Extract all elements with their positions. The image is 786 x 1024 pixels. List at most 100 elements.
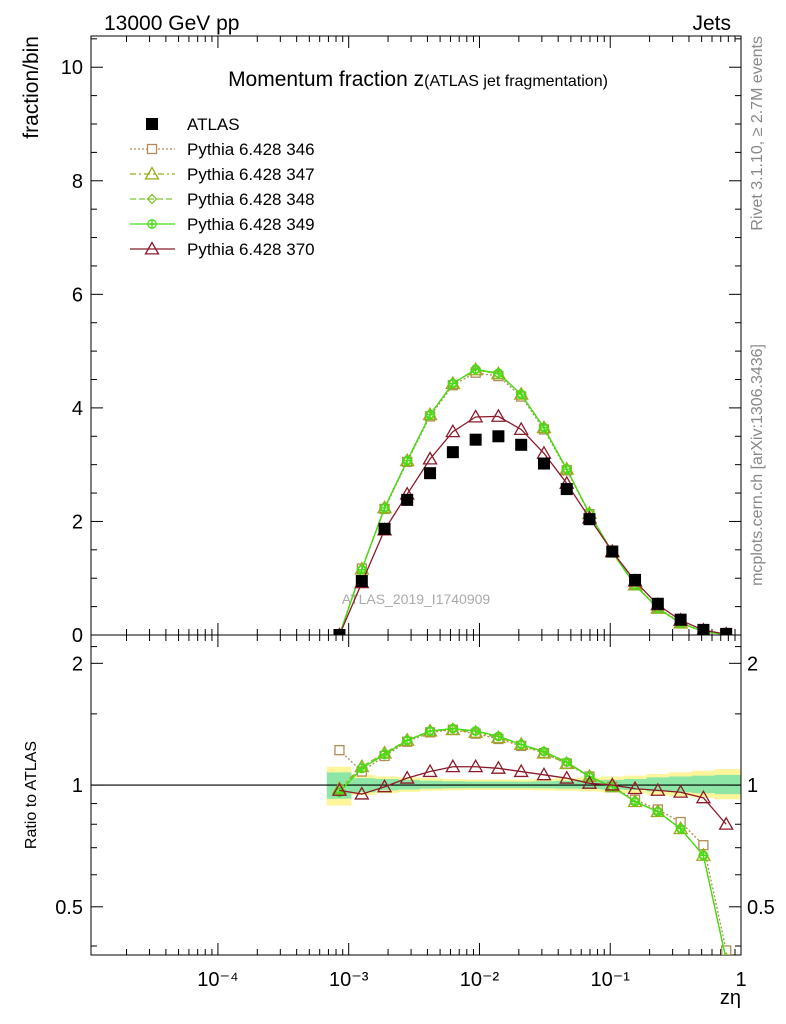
data-point-atlas <box>537 457 550 470</box>
legend-label: Pythia 6.428 346 <box>187 140 315 159</box>
data-point-atlas <box>560 483 573 496</box>
data-point-atlas <box>446 446 459 459</box>
ratio-series-pythia-6-428-348 <box>334 723 727 955</box>
ratio-point-pythia-6-428-370 <box>559 770 575 784</box>
x-tick-label: 1 <box>735 969 746 991</box>
x-tick-label: 10⁻⁴ <box>197 969 238 991</box>
data-point-atlas <box>651 597 664 610</box>
ratio-point-pythia-6-428-370 <box>468 758 484 773</box>
legend-marker <box>146 143 158 155</box>
data-point-pythia-6-428-370 <box>490 408 507 422</box>
y-tick-label-ratio: 1 <box>72 775 83 797</box>
data-point-pythia-6-428-348 <box>470 364 482 376</box>
y-axis-label-ratio: Ratio to ATLAS <box>23 741 40 849</box>
data-point-atlas <box>333 629 346 635</box>
y-tick-label-ratio-right: 0.5 <box>747 897 775 919</box>
y-tick-label-ratio-right: 1 <box>747 775 758 797</box>
title-sub: (ATLAS jet fragmentation) <box>424 73 608 90</box>
data-point-atlas <box>492 430 505 443</box>
data-point-atlas <box>606 545 619 558</box>
legend-marker <box>144 166 160 180</box>
ratio-plot-frame <box>90 634 742 956</box>
ratio-series-pythia-6-428-370 <box>331 758 734 830</box>
x-axis-label: zη <box>720 987 741 1009</box>
ratio-series-pythia-6-428-346 <box>334 724 732 955</box>
header-right: Jets <box>692 12 731 35</box>
x-tick-label: 10⁻¹ <box>590 969 630 991</box>
y-tick-label-ratio: 0.5 <box>55 897 83 919</box>
data-point-atlas <box>674 613 687 626</box>
legend-label: Pythia 6.428 349 <box>187 215 315 234</box>
ratio-point-pythia-6-428-370 <box>376 779 393 793</box>
data-point-pythia-6-428-370 <box>468 409 484 423</box>
legend: ATLAS Pythia 6.428 346 Pythia 6.428 347 Pyt… <box>130 115 315 259</box>
ratio-point-pythia-6-428-370 <box>695 789 712 804</box>
legend-item-pythia-6-428-346: Pythia 6.428 346 <box>130 140 315 159</box>
svg-text:Momentum fraction z(ATLAS jet: Momentum fraction z(ATLAS jet fragmentat… <box>228 68 608 91</box>
ratio-point-pythia-6-428-370 <box>331 782 348 796</box>
ratio-point-pythia-6-428-370 <box>445 758 461 773</box>
legend-marker <box>146 193 158 205</box>
ratio-line-pythia-6-428-349 <box>338 727 726 955</box>
ratio-point-pythia-6-428-370 <box>627 780 643 795</box>
data-point-atlas <box>515 438 528 451</box>
data-point-pythia-6-428-370 <box>513 421 529 435</box>
data-point-atlas <box>355 575 368 588</box>
y-tick-label-main: 2 <box>72 511 83 533</box>
y-tick-label-ratio-right: 2 <box>747 653 758 675</box>
data-point-atlas <box>378 522 391 535</box>
y-tick-label-main: 0 <box>72 625 83 647</box>
data-point-atlas <box>401 493 414 506</box>
title-main: Momentum fraction <box>228 68 414 91</box>
ratio-point-pythia-6-428-370 <box>513 763 529 778</box>
data-point-pythia-6-428-370 <box>422 451 438 465</box>
ratio-series-pythia-6-428-347 <box>331 721 728 955</box>
y-tick-label-main: 8 <box>72 171 83 193</box>
y-axis-label-main: fraction/bin <box>20 36 43 139</box>
ratio-point-pythia-6-428-370 <box>604 777 620 791</box>
main-series-atlas <box>333 430 733 635</box>
ratio-bands <box>326 766 741 806</box>
ratio-series-pythia-6-428-349 <box>334 723 728 955</box>
main-chart-title: Momentum fraction z(ATLAS jet fragmentat… <box>228 68 608 91</box>
mcplots-label: mcplots.cern.ch [arXiv:1306.3436] <box>749 344 766 586</box>
ratio-point-pythia-6-428-370 <box>536 767 552 781</box>
ratio-point-pythia-6-428-346 <box>334 744 345 756</box>
title-z: z <box>414 68 425 91</box>
ratio-point-pythia-6-428-370 <box>581 775 598 789</box>
legend-label: Pythia 6.428 347 <box>187 165 315 184</box>
x-tick-label: 10⁻³ <box>329 969 369 991</box>
header-left: 13000 GeV pp <box>104 12 239 35</box>
legend-label: Pythia 6.428 348 <box>187 190 315 209</box>
legend-label: ATLAS <box>187 115 240 134</box>
ratio-point-pythia-6-428-370 <box>422 763 438 778</box>
ratio-point-pythia-6-428-370 <box>673 784 689 798</box>
y-tick-label-main: 10 <box>61 57 83 79</box>
ratio-point-pythia-6-428-348 <box>725 954 727 955</box>
x-tick-label: 10⁻² <box>460 969 500 991</box>
y-tick-label-ratio: 2 <box>72 653 83 675</box>
ratio-line-pythia-6-428-348 <box>338 727 726 955</box>
legend-marker <box>144 241 160 255</box>
legend-marker <box>146 118 158 130</box>
data-point-atlas <box>424 467 437 480</box>
data-point-atlas <box>583 513 596 526</box>
ratio-line-pythia-6-428-346 <box>339 729 727 951</box>
data-point-atlas <box>469 433 482 446</box>
data-point-atlas <box>697 623 710 635</box>
main-series-group <box>333 362 733 635</box>
ratio-line-pythia-6-428-347 <box>339 729 726 955</box>
data-point-atlas <box>720 627 733 635</box>
ratio-point-pythia-6-428-370 <box>399 770 415 784</box>
ratio-series-group <box>331 721 734 955</box>
legend-item-atlas: ATLAS <box>146 115 240 134</box>
data-point-atlas <box>629 573 642 586</box>
legend-item-pythia-6-428-349: Pythia 6.428 349 <box>130 215 315 234</box>
analysis-watermark: ATLAS_2019_I1740909 <box>342 591 491 607</box>
legend-label: Pythia 6.428 370 <box>187 240 315 259</box>
legend-item-pythia-6-428-370: Pythia 6.428 370 <box>130 240 315 259</box>
ratio-point-pythia-6-428-370 <box>718 816 734 830</box>
ratio-point-pythia-6-428-370 <box>650 782 666 796</box>
ratio-point-pythia-6-428-349 <box>724 954 728 955</box>
